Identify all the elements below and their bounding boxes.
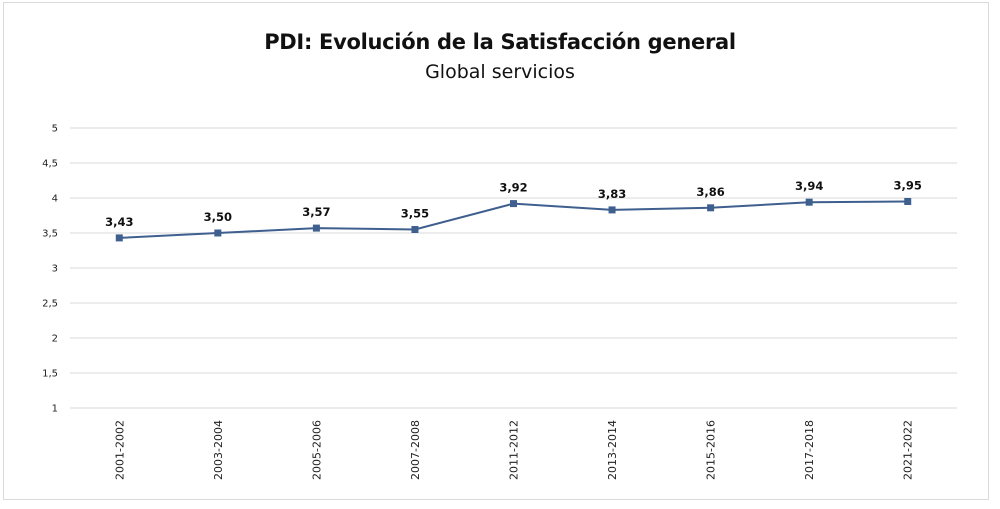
chart-subtitle: Global servicios <box>425 61 575 83</box>
x-tick-label: 2001-2002 <box>113 420 126 480</box>
data-label: 3,57 <box>302 205 330 219</box>
x-tick-label: 2013-2014 <box>606 420 619 480</box>
x-tick-label: 2007-2008 <box>409 420 422 480</box>
data-point-marker <box>904 198 912 205</box>
y-tick-label: 2 <box>52 334 58 345</box>
data-labels: 3,43 3,50 3,57 3,55 3,92 3,83 3,86 3,94 3,95 <box>105 179 922 229</box>
y-tick-label: 3,5 <box>42 229 58 240</box>
x-tick-label: 2017-2018 <box>803 420 816 480</box>
y-tick-label: 4,5 <box>42 159 58 170</box>
y-tick-label: 3 <box>52 264 58 275</box>
data-label: 3,50 <box>204 210 232 224</box>
data-point-marker <box>510 200 517 208</box>
data-label: 3,83 <box>598 187 626 201</box>
data-point-marker <box>707 204 715 212</box>
x-tick-label: 2005-2006 <box>310 420 323 480</box>
chart-frame <box>3 2 989 500</box>
data-label: 3,95 <box>894 179 922 193</box>
data-label: 3,86 <box>696 185 724 199</box>
x-axis-ticks: 2001-2002 2003-2004 2005-2006 2007-2008 2011… <box>113 420 914 480</box>
x-tick-label: 2011-2012 <box>508 420 521 480</box>
data-point-marker <box>411 226 419 233</box>
gridlines <box>70 127 957 409</box>
y-tick-label: 1,5 <box>42 369 58 380</box>
data-label: 3,92 <box>499 181 527 195</box>
x-tick-label: 2003-2004 <box>212 420 225 480</box>
y-tick-label: 1 <box>52 404 58 415</box>
data-point-marker <box>214 229 222 237</box>
chart-title: PDI: Evolución de la Satisfacción genera… <box>264 30 736 54</box>
y-axis-ticks: 1 1,5 2 2,5 3 3,5 4 4,5 5 <box>42 124 58 415</box>
data-point-marker <box>608 206 616 214</box>
x-tick-label: 2021-2022 <box>902 420 915 480</box>
series-group <box>115 198 912 242</box>
y-tick-label: 4 <box>52 194 58 205</box>
y-tick-label: 2,5 <box>42 299 58 310</box>
y-tick-label: 5 <box>52 124 58 135</box>
data-label: 3,43 <box>105 215 133 229</box>
data-label: 3,55 <box>401 207 429 221</box>
x-tick-label: 2015-2016 <box>705 420 718 480</box>
data-label: 3,94 <box>795 179 823 193</box>
data-point-marker <box>312 224 320 232</box>
data-point-marker <box>115 234 123 242</box>
data-point-marker <box>805 198 813 206</box>
